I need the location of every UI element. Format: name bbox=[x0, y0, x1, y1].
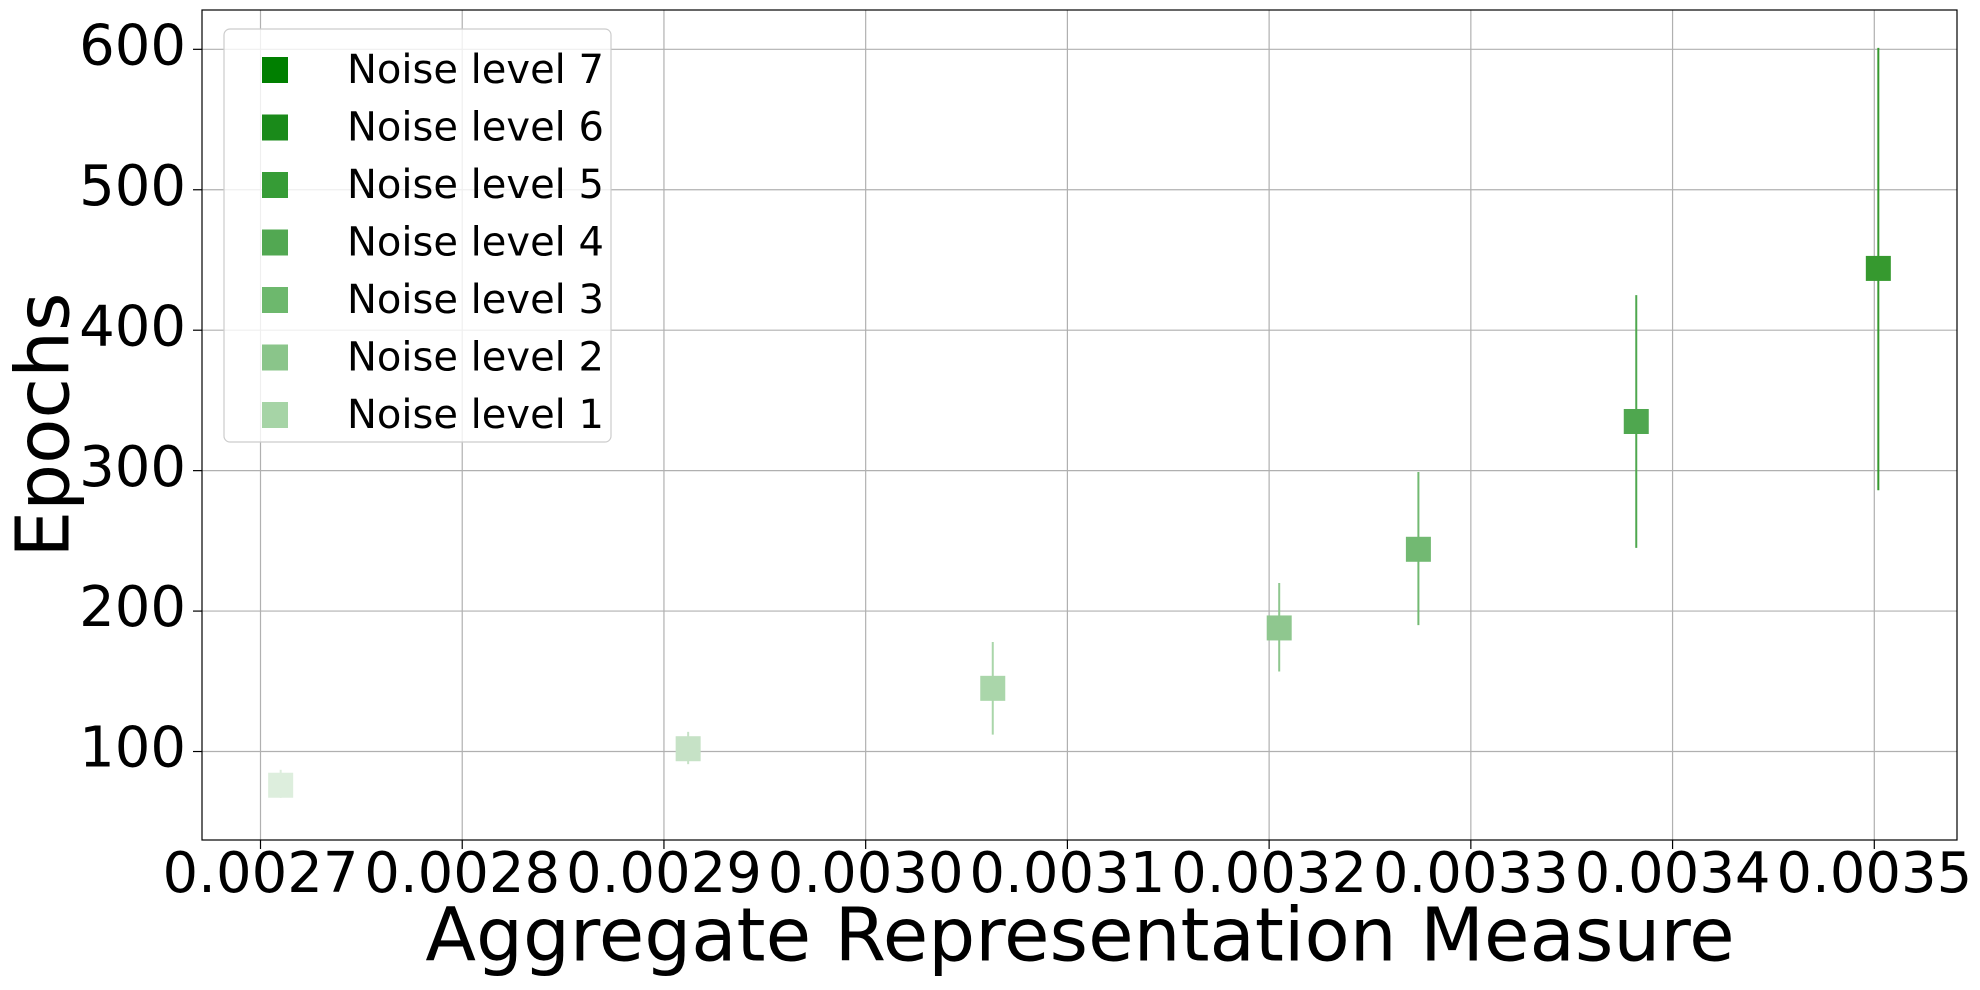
point bbox=[1865, 255, 1891, 281]
legend-label: Noise level 3 bbox=[347, 277, 604, 323]
x-tick-label: 0.0028 bbox=[364, 841, 560, 906]
legend-marker bbox=[262, 57, 288, 83]
x-tick-label: 0.0029 bbox=[566, 841, 762, 906]
y-tick-label: 600 bbox=[79, 13, 186, 78]
y-axis-label: Epochs bbox=[1, 292, 87, 557]
y-tick-label: 100 bbox=[79, 716, 186, 781]
x-tick-label: 0.0031 bbox=[969, 841, 1165, 906]
legend-label: Noise level 6 bbox=[347, 105, 604, 151]
legend-marker bbox=[262, 287, 288, 313]
legend-marker bbox=[262, 229, 288, 256]
point bbox=[268, 772, 294, 798]
x-tick-label: 0.0035 bbox=[1776, 841, 1972, 906]
legend-marker bbox=[262, 172, 288, 198]
y-tick-label: 200 bbox=[79, 575, 186, 640]
x-tick-label: 0.0030 bbox=[768, 841, 964, 906]
legend-label: Noise level 4 bbox=[347, 220, 604, 266]
legend-label: Noise level 5 bbox=[347, 162, 604, 208]
point bbox=[1623, 408, 1649, 434]
x-tick-label: 0.0032 bbox=[1171, 841, 1367, 906]
x-tick-label: 0.0033 bbox=[1373, 841, 1569, 906]
x-tick-label: 0.0034 bbox=[1575, 841, 1771, 906]
legend-marker bbox=[262, 344, 288, 371]
point bbox=[675, 736, 701, 762]
point bbox=[980, 675, 1006, 701]
legend-marker bbox=[262, 402, 288, 428]
y-tick-label: 300 bbox=[79, 435, 186, 500]
y-tick-label: 500 bbox=[79, 154, 186, 219]
legend-label: Noise level 7 bbox=[347, 47, 604, 93]
point bbox=[1266, 615, 1292, 641]
point bbox=[1405, 536, 1431, 562]
legend-label: Noise level 2 bbox=[347, 335, 604, 381]
legend-box bbox=[223, 28, 612, 443]
plot-frame bbox=[201, 9, 1958, 841]
x-tick-label: 0.0027 bbox=[163, 841, 359, 906]
y-tick-label: 400 bbox=[79, 294, 186, 359]
x-axis-label: Aggregate Representation Measure bbox=[425, 893, 1734, 979]
legend-marker bbox=[262, 114, 288, 141]
legend-label: Noise level 1 bbox=[347, 392, 604, 438]
